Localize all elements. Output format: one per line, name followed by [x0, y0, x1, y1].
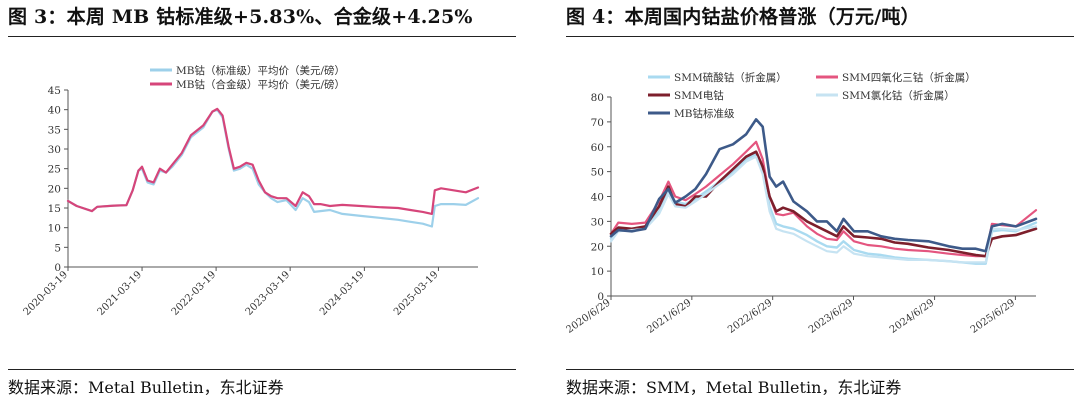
legend-label: MB钴（合金级）平均价（美元/磅）: [176, 78, 345, 91]
y-tick-label: 60: [591, 142, 604, 154]
chart-title: 图 3：本周 MB 钴标准级+5.83%、合金级+4.25%: [8, 6, 473, 28]
x-tick-label: 2023/6/29: [807, 297, 855, 335]
x-tick-label: 2022/6/29: [726, 297, 774, 335]
x-tick-label: 2021-03-19: [96, 269, 145, 318]
y-tick-label: 35: [48, 124, 61, 136]
y-tick-label: 5: [54, 242, 61, 254]
legend-label: SMM电钴: [674, 89, 724, 102]
y-tick-label: 40: [48, 105, 61, 117]
series-line: [609, 118, 1038, 253]
data-source: 数据来源：Metal Bulletin，东北证券: [8, 378, 284, 397]
series-line: [609, 152, 1038, 265]
legend-label: SMM氯化钴（折金属）: [842, 89, 955, 102]
legend-label: SMM四氧化三钴（折金属）: [842, 71, 976, 84]
x-tick-label: 2025/6/29: [969, 297, 1017, 335]
y-tick-label: 45: [48, 85, 61, 97]
y-tick-label: 15: [48, 203, 61, 215]
x-tick-label: 2024-03-19: [318, 269, 367, 318]
legend-label: SMM硫酸钴（折金属）: [674, 71, 787, 84]
y-tick-label: 0: [597, 291, 604, 303]
series-line: [66, 107, 480, 215]
x-tick-label: 2020-03-19: [22, 269, 71, 318]
y-tick-label: 10: [48, 223, 61, 235]
y-tick-label: 10: [591, 266, 604, 278]
y-tick-label: 40: [591, 192, 604, 204]
y-tick-label: 30: [591, 216, 604, 228]
x-tick-label: 2022-03-19: [170, 269, 219, 318]
source-rule: [8, 369, 516, 370]
y-tick-label: 70: [591, 117, 604, 129]
title-rule: [8, 36, 516, 37]
y-tick-label: 50: [591, 167, 604, 179]
mb-cobalt-line-chart: 0 5 10 15 20 25 30 35 40 45 2020-03-19 2021-03-19 20…: [22, 64, 480, 318]
legend-label: MB钴（标准级）平均价（美元/磅）: [176, 64, 345, 77]
series-line: [609, 150, 1038, 258]
series-line: [609, 140, 1038, 258]
cobalt-salt-line-chart: 0 10 20 30 40 50 60 70 80 2020/6/29 2021/6/29 2022/…: [566, 71, 1038, 336]
source-rule: [566, 369, 1074, 370]
y-tick-label: 25: [48, 164, 61, 176]
y-tick-label: 0: [54, 262, 61, 274]
y-tick-label: 20: [48, 183, 61, 195]
chart-panel-domestic-cobalt-salts: 图 4：本周国内钴盐价格普涨（万元/吨） 0 10 20 30 40 50 60 70 80 20…: [566, 0, 1080, 403]
x-tick-label: 2025-03-19: [392, 269, 441, 318]
y-tick-label: 80: [591, 92, 604, 104]
chart-panel-mb-cobalt: 图 3：本周 MB 钴标准级+5.83%、合金级+4.25% 0 5 10 15 20 2…: [8, 0, 523, 403]
series-line: [66, 108, 480, 228]
x-tick-label: 2023-03-19: [244, 269, 293, 318]
y-tick-label: 20: [591, 241, 604, 253]
data-source: 数据来源：SMM，Metal Bulletin，东北证券: [566, 378, 902, 397]
x-tick-label: 2020/6/29: [566, 297, 613, 335]
x-tick-label: 2024/6/29: [888, 297, 936, 335]
title-rule: [566, 36, 1074, 37]
legend-label: MB钴标准级: [674, 108, 735, 120]
y-tick-label: 30: [48, 144, 61, 156]
x-tick-label: 2021/6/29: [645, 297, 693, 335]
series-line: [609, 155, 1038, 264]
chart-title: 图 4：本周国内钴盐价格普涨（万元/吨）: [566, 6, 920, 28]
